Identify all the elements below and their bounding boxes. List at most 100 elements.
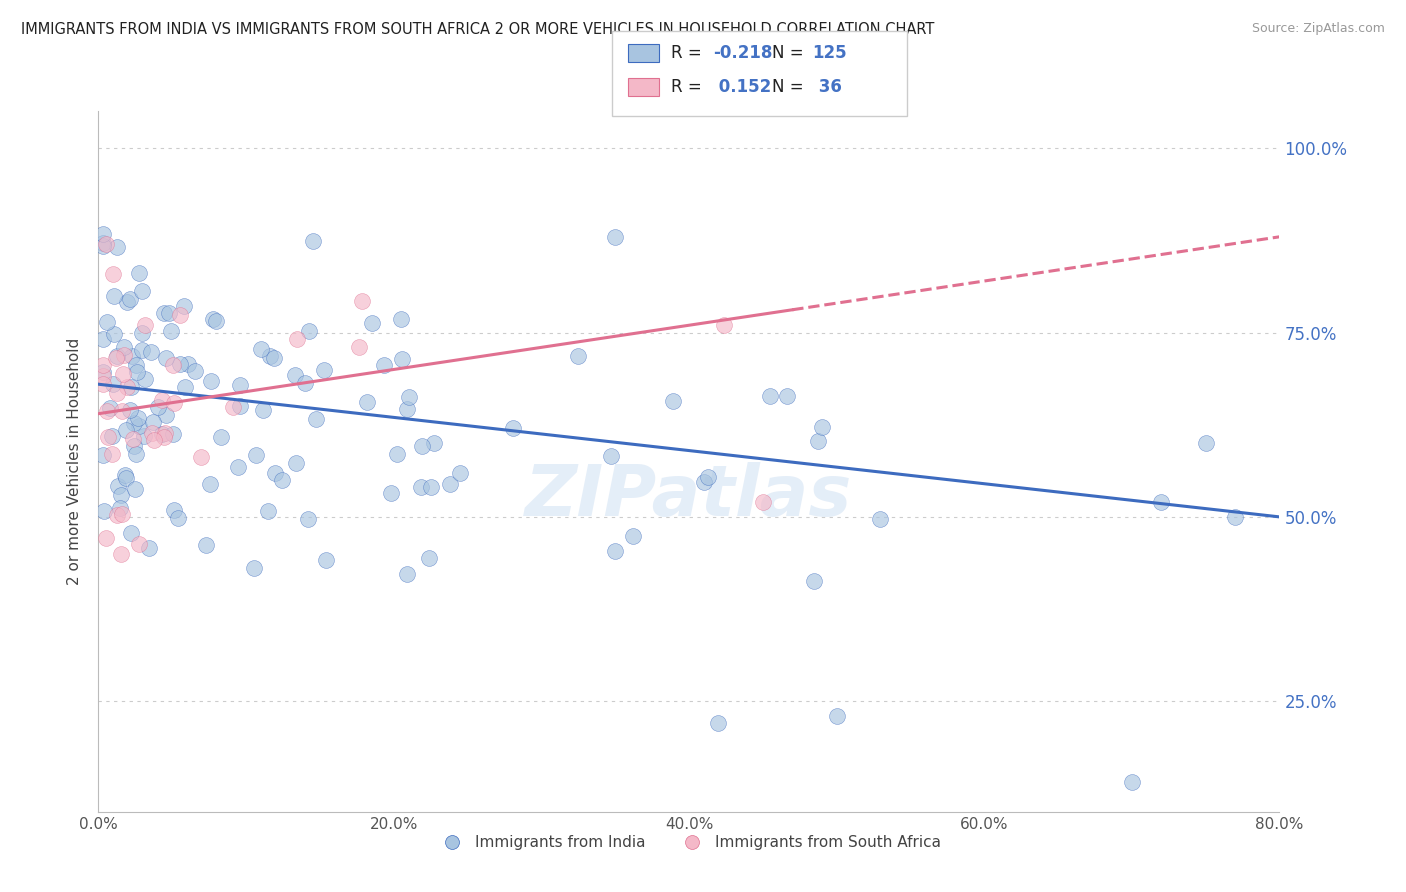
Point bbox=[110, 547, 132, 561]
Point bbox=[94, 237, 117, 252]
Point bbox=[380, 486, 402, 500]
Point bbox=[111, 508, 134, 522]
Point bbox=[103, 289, 125, 303]
Point bbox=[120, 526, 142, 541]
Point bbox=[142, 433, 165, 447]
Point bbox=[287, 332, 309, 346]
Point bbox=[173, 380, 195, 394]
Point bbox=[162, 358, 184, 372]
Text: N =: N = bbox=[772, 44, 808, 62]
Point bbox=[115, 294, 138, 309]
Point bbox=[96, 404, 118, 418]
Point bbox=[398, 390, 420, 404]
Point bbox=[124, 359, 146, 373]
Point bbox=[120, 292, 142, 306]
Point bbox=[157, 305, 180, 319]
Text: R =: R = bbox=[671, 78, 707, 96]
Point bbox=[775, 389, 797, 403]
Point bbox=[1225, 509, 1247, 524]
Point bbox=[194, 538, 217, 552]
Point bbox=[111, 368, 134, 382]
Point bbox=[155, 408, 177, 422]
Point bbox=[101, 429, 124, 443]
Point bbox=[662, 393, 685, 408]
Point bbox=[312, 363, 335, 377]
Point bbox=[142, 415, 165, 429]
Point bbox=[692, 475, 714, 489]
Point bbox=[101, 376, 124, 391]
Point bbox=[271, 473, 294, 487]
Point bbox=[134, 318, 156, 332]
Point bbox=[91, 369, 114, 384]
Point bbox=[152, 306, 174, 320]
Point bbox=[93, 504, 115, 518]
Point bbox=[209, 430, 232, 444]
Point bbox=[110, 501, 132, 516]
Point bbox=[105, 240, 128, 254]
Point bbox=[114, 467, 136, 482]
Point bbox=[160, 324, 183, 338]
Point bbox=[201, 312, 224, 326]
Point bbox=[347, 340, 370, 354]
Point bbox=[285, 456, 308, 470]
Point bbox=[100, 447, 122, 461]
Point bbox=[439, 477, 461, 491]
Y-axis label: 2 or more Vehicles in Household: 2 or more Vehicles in Household bbox=[67, 338, 83, 585]
Point bbox=[252, 403, 274, 417]
Point bbox=[150, 427, 173, 442]
Point bbox=[121, 349, 143, 363]
Point bbox=[803, 574, 825, 589]
Point bbox=[599, 449, 621, 463]
Point bbox=[696, 470, 718, 484]
Point bbox=[125, 365, 148, 379]
Point bbox=[423, 436, 446, 450]
Text: R =: R = bbox=[671, 44, 707, 62]
Point bbox=[134, 372, 156, 386]
Point bbox=[127, 411, 149, 425]
Point bbox=[257, 503, 280, 517]
Point bbox=[91, 376, 114, 391]
Point bbox=[115, 380, 138, 394]
Point bbox=[387, 447, 409, 461]
Point bbox=[115, 423, 138, 437]
Point bbox=[96, 315, 118, 329]
Point bbox=[391, 352, 413, 367]
Point bbox=[356, 395, 378, 409]
Text: ZIPatlas: ZIPatlas bbox=[526, 462, 852, 531]
Point bbox=[162, 427, 184, 442]
Point bbox=[141, 344, 163, 359]
Point bbox=[350, 293, 373, 308]
Point bbox=[120, 380, 142, 394]
Point bbox=[107, 479, 129, 493]
Point bbox=[245, 448, 267, 462]
Point bbox=[1195, 436, 1218, 450]
Point bbox=[125, 447, 148, 461]
Point bbox=[250, 342, 273, 356]
Point bbox=[97, 430, 120, 444]
Point bbox=[200, 374, 222, 388]
Point bbox=[204, 314, 226, 328]
Point bbox=[91, 238, 114, 252]
Point bbox=[389, 312, 412, 326]
Point bbox=[105, 385, 128, 400]
Point bbox=[146, 400, 169, 414]
Point bbox=[155, 351, 177, 366]
Point bbox=[177, 357, 200, 371]
Point bbox=[107, 349, 129, 363]
Point bbox=[449, 466, 471, 480]
Point bbox=[1150, 495, 1173, 509]
Text: 36: 36 bbox=[813, 78, 842, 96]
Point bbox=[411, 439, 433, 453]
Point bbox=[222, 400, 245, 414]
Point bbox=[103, 267, 125, 281]
Point bbox=[605, 229, 627, 244]
Point bbox=[825, 709, 848, 723]
Point bbox=[122, 416, 145, 430]
Legend: Immigrants from India, Immigrants from South Africa: Immigrants from India, Immigrants from S… bbox=[432, 830, 946, 856]
Point bbox=[752, 495, 775, 509]
Point bbox=[131, 343, 153, 357]
Point bbox=[104, 351, 127, 365]
Point bbox=[418, 550, 440, 565]
Text: IMMIGRANTS FROM INDIA VS IMMIGRANTS FROM SOUTH AFRICA 2 OR MORE VEHICLES IN HOUS: IMMIGRANTS FROM INDIA VS IMMIGRANTS FROM… bbox=[21, 22, 935, 37]
Point bbox=[167, 510, 190, 524]
